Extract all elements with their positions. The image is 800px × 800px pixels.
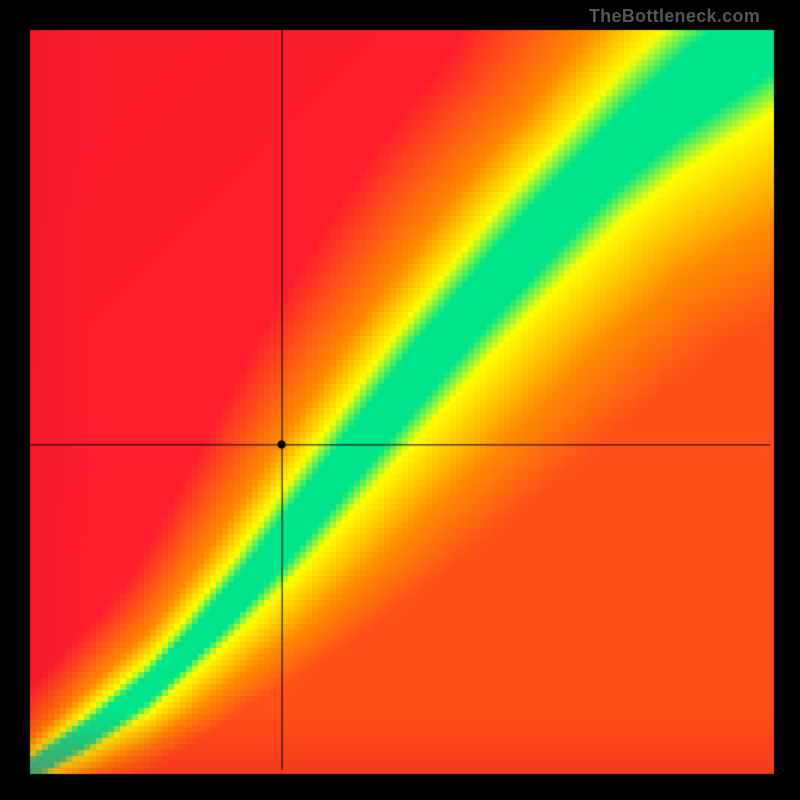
chart-container: TheBottleneck.com: [0, 0, 800, 800]
watermark-text: TheBottleneck.com: [589, 6, 760, 27]
bottleneck-heatmap: [0, 0, 800, 800]
